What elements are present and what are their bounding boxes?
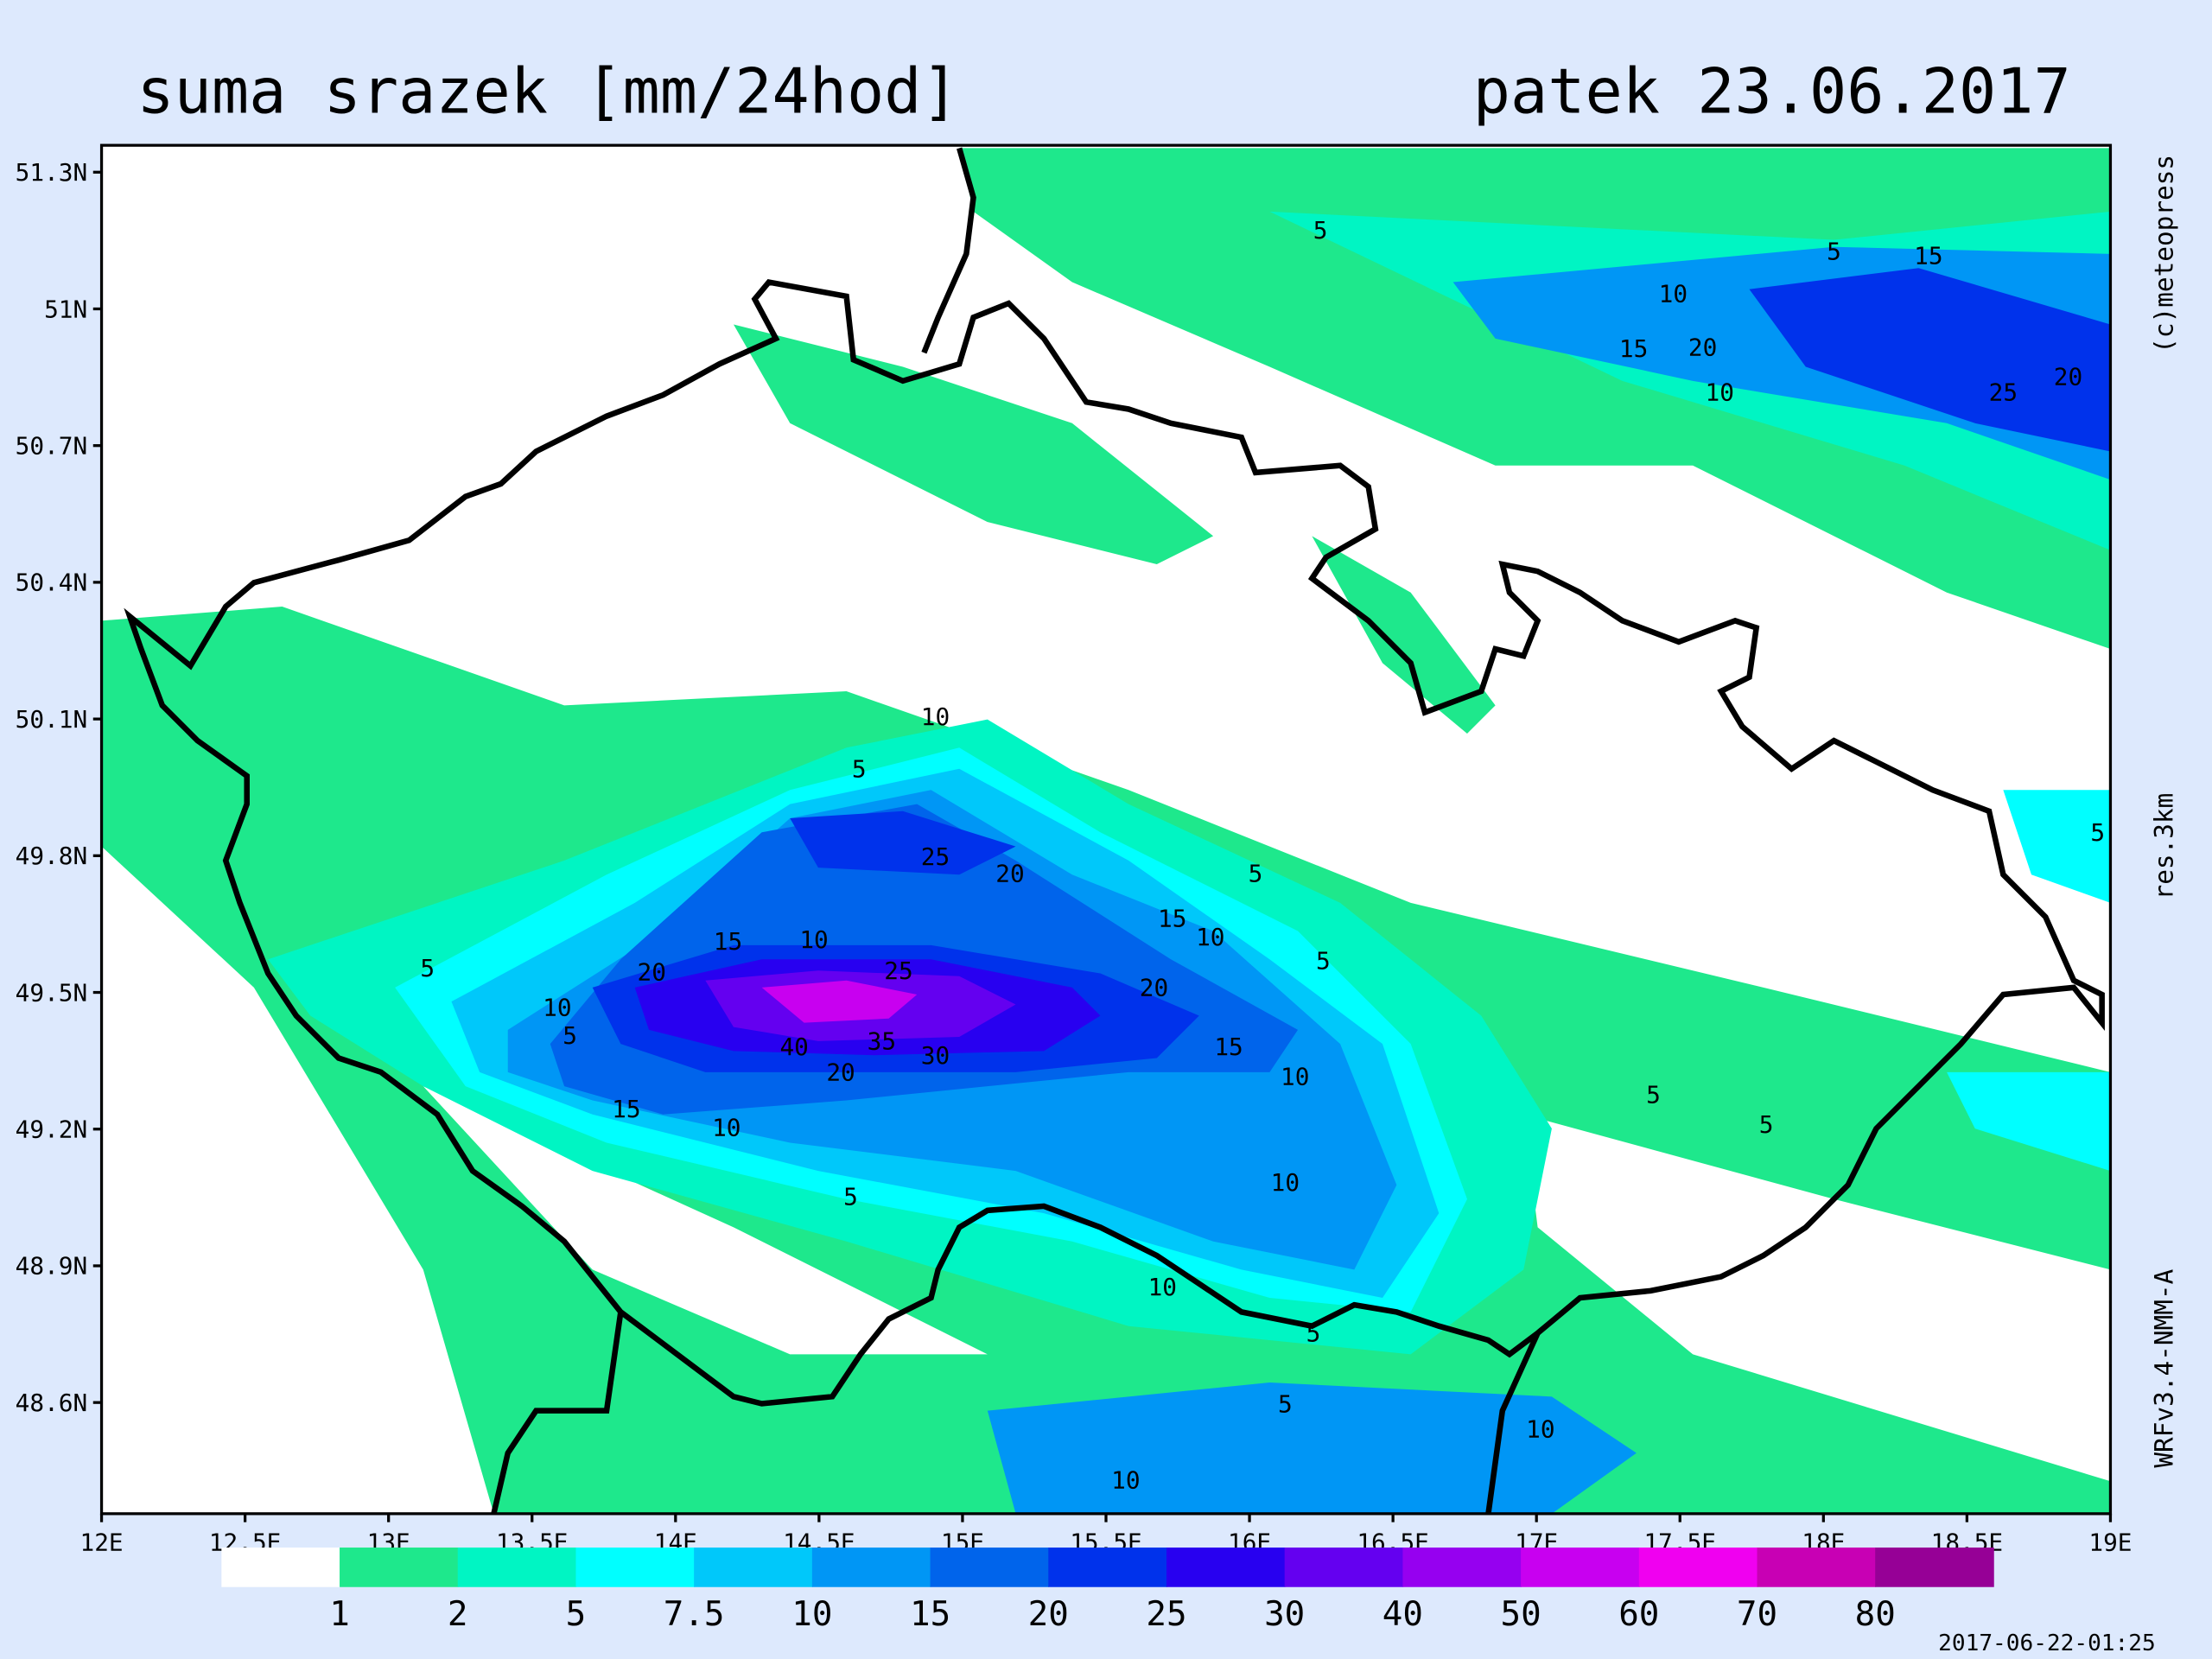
contour-label: 10 [1526,1415,1554,1444]
legend-swatch [811,1548,931,1587]
legend-label: 20 [1028,1595,1069,1634]
contour-label: 5 [843,1182,858,1211]
contour-label: 10 [1111,1465,1140,1494]
y-tick-label: 51.3N [16,158,88,187]
credit: (c)meteopress [2149,155,2178,353]
legend-label: 5 [566,1595,587,1634]
contour-label: 25 [884,957,912,985]
contour-label: 20 [826,1058,855,1087]
legend-label: 25 [1146,1595,1186,1634]
legend-swatch [1402,1548,1522,1587]
contour-label: 40 [779,1033,808,1061]
contour-label: 15 [1214,1033,1243,1061]
contour-label: 20 [995,859,1024,887]
contour-label: 15 [612,1095,640,1123]
legend-swatch [1521,1548,1640,1587]
contour-label: 10 [799,925,828,954]
contour-label: 10 [1196,923,1224,951]
y-tick-label: 50.4N [16,569,88,597]
legend-swatch [1638,1548,1758,1587]
y-tick-label: 51N [44,295,87,323]
x-tick-label: 19E [2088,1528,2132,1556]
contour-label: 10 [1281,1063,1309,1091]
legend-swatch [221,1548,340,1587]
legend-label: 1 [329,1595,350,1634]
y-tick-label: 50.1N [16,705,88,734]
legend-label: 60 [1618,1595,1659,1634]
contour-label: 15 [1619,334,1648,363]
contour-label: 10 [921,702,950,731]
legend-label: 70 [1737,1595,1777,1634]
contour-label: 10 [543,994,571,1022]
contour-label: 5 [2090,818,2105,847]
contour-label: 5 [1306,1319,1321,1348]
contour-label: 25 [921,842,950,871]
legend-label: 50 [1501,1595,1541,1634]
legend-label: 30 [1264,1595,1305,1634]
contour-label: 15 [714,927,742,956]
timestamp: 2017-06-22-01:25 [1938,1630,2156,1656]
legend-swatch [694,1548,813,1587]
title: suma srazek [mm/24hod] [137,55,958,128]
legend-label: 15 [910,1595,950,1634]
y-tick-label: 49.8N [16,842,88,870]
contour-label: 20 [1140,974,1168,1002]
contour-label: 5 [1827,237,1841,265]
legend-label: 2 [448,1595,468,1634]
contour-label: 10 [1705,378,1733,407]
legend-swatch [1875,1548,1994,1587]
contour-label: 20 [638,958,666,987]
y-tick-label: 48.6N [16,1389,88,1417]
y-tick-label: 50.7N [16,431,88,460]
model-name: WRFv3.4-NMM-A [2149,1268,2178,1467]
y-tick-label: 48.9N [16,1252,88,1281]
contour-label: 5 [1759,1110,1774,1139]
contour-label: 5 [420,954,435,982]
legend-label: 40 [1382,1595,1423,1634]
contour-label: 5 [563,1021,577,1050]
contour-label: 25 [1989,378,2018,407]
legend-swatch [1166,1548,1286,1587]
y-tick-label: 49.5N [16,978,88,1007]
legend-swatch [1757,1548,1877,1587]
contour-label: 5 [1249,859,1263,887]
resolution: res.3km [2149,793,2178,900]
contour-label: 35 [868,1027,896,1056]
legend-swatch [457,1548,577,1587]
legend-swatch [340,1548,459,1587]
x-tick-label: 12E [79,1528,123,1556]
borders [124,147,2105,1514]
contour-label: 10 [1659,279,1688,308]
date: patek 23.06.2017 [1473,55,2071,128]
contour-label: 5 [1278,1389,1293,1418]
legend-label: 7.5 [664,1595,725,1634]
legend-swatch [575,1548,695,1587]
contour-label: 5 [852,755,867,784]
legend-swatch [1284,1548,1404,1587]
legend-swatch [1048,1548,1167,1587]
contour-label: 10 [712,1113,741,1141]
contour-label: 20 [1688,333,1717,361]
contour-label: 15 [1914,241,1942,270]
contour-label: 5 [1646,1081,1661,1109]
contour-label: 10 [1148,1273,1177,1301]
contour-label: 10 [1271,1168,1300,1197]
legend-label: 10 [791,1595,832,1634]
contour-label: 30 [921,1041,950,1070]
legend-swatch [930,1548,1050,1587]
contour-label: 20 [2054,363,2082,391]
legend-label: 80 [1855,1595,1896,1634]
contour-label: 5 [1316,947,1331,976]
y-tick-label: 49.2N [16,1116,88,1144]
contour-label: 5 [1313,216,1328,245]
contour-label: 15 [1158,905,1186,933]
